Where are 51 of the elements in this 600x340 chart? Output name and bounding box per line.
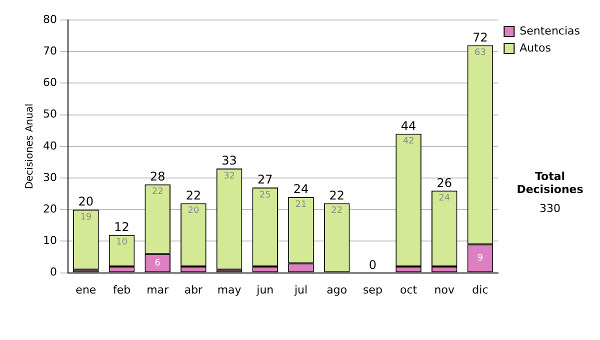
x-tick-label: oct bbox=[400, 283, 418, 296]
total-label: 20 bbox=[78, 194, 94, 209]
data-label: 20 bbox=[188, 206, 200, 216]
total-label: 22 bbox=[186, 188, 202, 202]
x-tick-label: mar bbox=[146, 283, 170, 296]
x-tick-label: feb bbox=[112, 283, 131, 296]
y-tick-label: 0 bbox=[50, 266, 57, 279]
x-tick-label: ene bbox=[76, 283, 96, 296]
total-label: 24 bbox=[293, 182, 309, 196]
y-tick-label: 40 bbox=[42, 139, 57, 152]
data-label: 6 bbox=[154, 258, 161, 268]
y-axis-title: Decisiones Anual bbox=[24, 104, 36, 190]
y-tick-label: 20 bbox=[42, 202, 57, 216]
data-label: 21 bbox=[295, 200, 307, 210]
data-label: 63 bbox=[474, 48, 486, 58]
total-label: 27 bbox=[258, 172, 273, 187]
y-tick-label: 80 bbox=[42, 12, 57, 26]
data-label: 24 bbox=[438, 193, 450, 204]
y-tick-label: 30 bbox=[42, 170, 57, 184]
x-tick-label: nov bbox=[434, 283, 455, 296]
legend-label: Autos bbox=[520, 41, 552, 54]
x-tick-label: jun bbox=[256, 283, 274, 296]
total-label: 26 bbox=[436, 176, 452, 190]
data-label: 9 bbox=[477, 254, 484, 264]
total-label: 44 bbox=[400, 118, 416, 133]
total-label: 22 bbox=[329, 188, 344, 202]
data-label: 22 bbox=[331, 206, 343, 216]
data-label: 32 bbox=[224, 171, 236, 182]
data-label: 22 bbox=[152, 187, 164, 198]
y-tick-label: 70 bbox=[42, 44, 57, 58]
total-label: 0 bbox=[368, 258, 377, 272]
total-label: 33 bbox=[222, 154, 237, 168]
x-tick-label: jul bbox=[293, 283, 308, 296]
data-label: 19 bbox=[80, 212, 92, 222]
total-label: 28 bbox=[150, 169, 166, 184]
total-label: 12 bbox=[114, 220, 130, 234]
x-tick-label: abr bbox=[184, 283, 204, 296]
x-tick-label: may bbox=[217, 283, 242, 296]
data-label: 25 bbox=[259, 190, 271, 200]
legend-label: Sentencias bbox=[520, 24, 580, 38]
y-tick-label: 10 bbox=[42, 234, 57, 248]
y-tick-label: 60 bbox=[42, 76, 57, 90]
text: Total Decisiones bbox=[516, 170, 584, 196]
x-tick-label: sep bbox=[362, 283, 382, 296]
text: 330 bbox=[538, 202, 562, 215]
x-tick-label: ago bbox=[326, 283, 348, 296]
y-tick-label: 50 bbox=[42, 108, 57, 121]
x-tick-label: dic bbox=[472, 283, 488, 296]
data-label: 42 bbox=[402, 136, 414, 147]
data-label: 10 bbox=[116, 238, 128, 248]
total-label: 72 bbox=[472, 30, 488, 44]
